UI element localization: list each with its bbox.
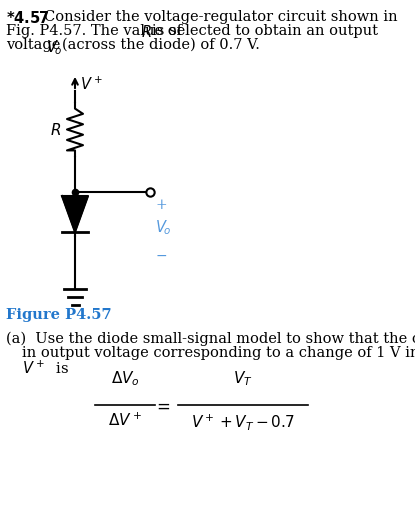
Text: $\mathbf{*4.57}$: $\mathbf{*4.57}$ <box>6 10 50 26</box>
Text: Consider the voltage-regulator circuit shown in: Consider the voltage-regulator circuit s… <box>44 10 398 24</box>
Text: (across the diode) of 0.7 V.: (across the diode) of 0.7 V. <box>62 38 260 52</box>
Text: $R$: $R$ <box>141 24 152 40</box>
Text: Fig. P4.57. The value of: Fig. P4.57. The value of <box>6 24 182 38</box>
Polygon shape <box>62 196 88 232</box>
Text: (a)  Use the diode small-signal model to show that the change: (a) Use the diode small-signal model to … <box>6 331 415 346</box>
Text: Figure P4.57: Figure P4.57 <box>6 308 112 321</box>
Text: $-$: $-$ <box>155 247 167 262</box>
Text: $R$: $R$ <box>50 122 61 138</box>
Text: +: + <box>155 197 167 212</box>
Text: in output voltage corresponding to a change of 1 V in: in output voltage corresponding to a cha… <box>22 345 415 359</box>
Text: $V_{\!o}$: $V_{\!o}$ <box>46 38 62 57</box>
Text: $V_{\!o}$: $V_{\!o}$ <box>155 218 171 237</box>
Text: $V^+$: $V^+$ <box>80 76 103 93</box>
Text: voltage: voltage <box>6 38 60 52</box>
Text: $V^+$  is: $V^+$ is <box>22 359 69 377</box>
Text: is selected to obtain an output: is selected to obtain an output <box>152 24 378 38</box>
Text: $=$: $=$ <box>153 397 171 414</box>
Text: $\Delta V^+$: $\Delta V^+$ <box>108 411 142 428</box>
Text: $V^+ + V_T - 0.7$: $V^+ + V_T - 0.7$ <box>191 411 295 431</box>
Text: $V_T$: $V_T$ <box>233 369 253 387</box>
Text: $\Delta V_o$: $\Delta V_o$ <box>110 369 139 387</box>
